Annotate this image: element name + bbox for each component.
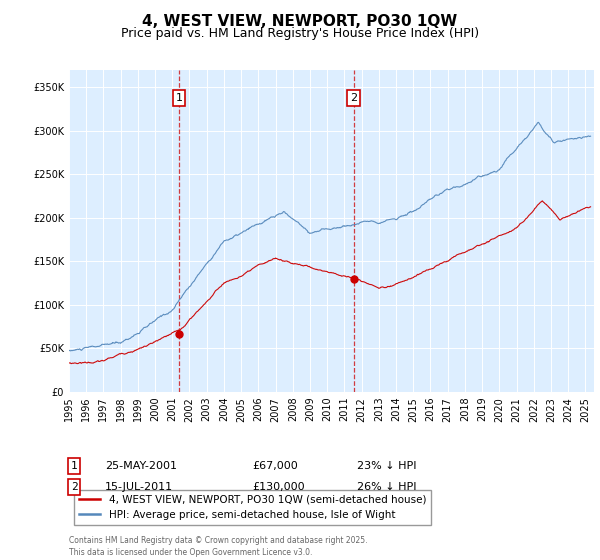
Legend: 4, WEST VIEW, NEWPORT, PO30 1QW (semi-detached house), HPI: Average price, semi-: 4, WEST VIEW, NEWPORT, PO30 1QW (semi-de…: [74, 489, 431, 525]
Text: Price paid vs. HM Land Registry's House Price Index (HPI): Price paid vs. HM Land Registry's House …: [121, 27, 479, 40]
Text: 4, WEST VIEW, NEWPORT, PO30 1QW: 4, WEST VIEW, NEWPORT, PO30 1QW: [142, 14, 458, 29]
Text: 26% ↓ HPI: 26% ↓ HPI: [357, 482, 416, 492]
Text: 2: 2: [71, 482, 77, 492]
Text: £130,000: £130,000: [252, 482, 305, 492]
Text: £67,000: £67,000: [252, 461, 298, 471]
Text: 2: 2: [350, 93, 357, 103]
Text: Contains HM Land Registry data © Crown copyright and database right 2025.
This d: Contains HM Land Registry data © Crown c…: [69, 536, 367, 557]
Text: 23% ↓ HPI: 23% ↓ HPI: [357, 461, 416, 471]
Text: 1: 1: [176, 93, 182, 103]
Text: 25-MAY-2001: 25-MAY-2001: [105, 461, 177, 471]
Text: 1: 1: [71, 461, 77, 471]
Text: 15-JUL-2011: 15-JUL-2011: [105, 482, 173, 492]
